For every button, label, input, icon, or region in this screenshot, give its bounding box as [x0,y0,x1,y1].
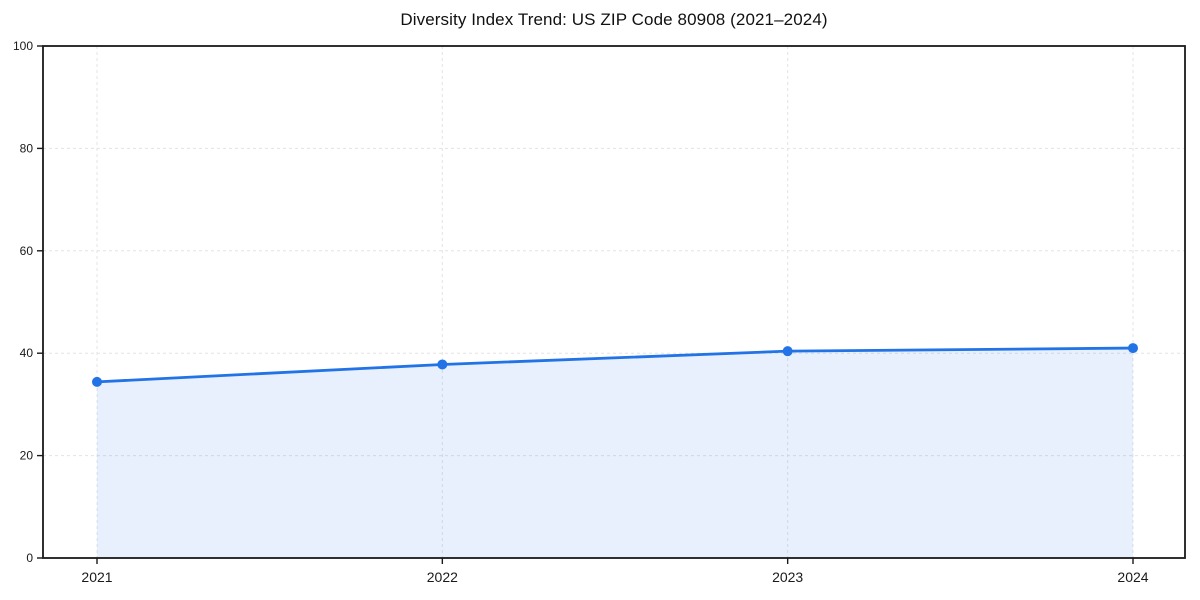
y-tick-label: 0 [26,551,33,565]
y-tick-label: 20 [20,449,34,463]
x-tick-label: 2024 [1117,569,1148,585]
x-tick-label: 2023 [772,569,803,585]
data-point-marker [782,346,793,357]
data-point-marker [1128,343,1138,354]
data-point-marker [92,376,102,387]
y-tick-label: 100 [13,39,33,53]
x-tick-label: 2021 [81,569,112,585]
trend-line [95,346,1135,384]
y-tick-label: 40 [20,346,34,360]
y-tick-label: 80 [20,141,34,155]
x-tick-label: 2022 [427,569,458,585]
area-fill [97,348,1133,558]
plot-border [42,45,1186,559]
data-point-marker [437,359,448,370]
chart-title: Diversity Index Trend: US ZIP Code 80908… [400,10,828,29]
y-tick-label: 60 [20,244,34,258]
